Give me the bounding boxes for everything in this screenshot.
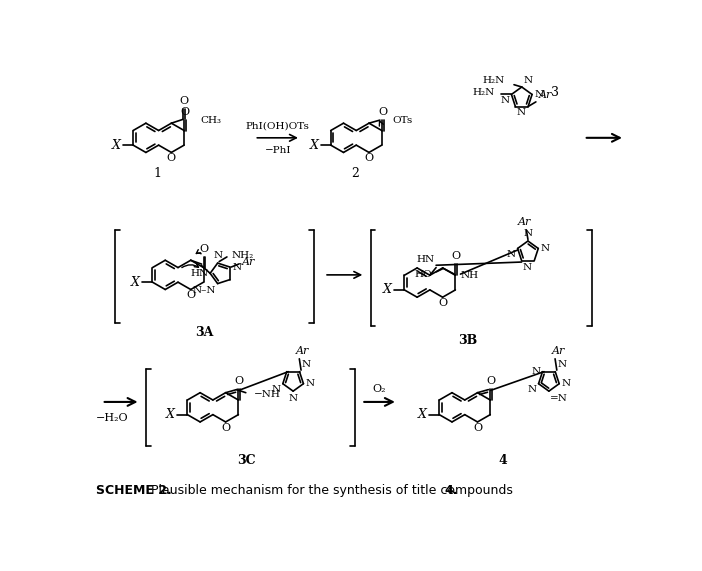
Text: X: X: [383, 283, 392, 296]
Text: O: O: [221, 423, 230, 433]
Text: N: N: [523, 76, 532, 85]
Text: CH₃: CH₃: [200, 115, 221, 124]
Text: N: N: [272, 385, 281, 394]
Text: 3C: 3C: [237, 453, 256, 467]
Text: Ar: Ar: [539, 90, 552, 100]
Text: N: N: [522, 263, 531, 272]
Text: N: N: [213, 251, 223, 260]
Text: O₂: O₂: [372, 384, 386, 394]
Text: N: N: [289, 394, 298, 403]
Text: NH: NH: [461, 271, 479, 280]
Text: O: O: [378, 107, 387, 116]
Text: O: O: [486, 376, 496, 386]
Text: −PhI: −PhI: [265, 146, 291, 155]
Text: NH₂: NH₂: [232, 251, 254, 260]
Text: HN: HN: [416, 255, 435, 264]
Text: 4.: 4.: [444, 484, 458, 497]
Text: Ar: Ar: [518, 217, 531, 227]
Text: Ar: Ar: [552, 345, 565, 356]
Text: Ar: Ar: [296, 345, 309, 356]
Text: O: O: [200, 244, 208, 254]
Text: Ar: Ar: [242, 258, 256, 267]
Text: O: O: [364, 153, 373, 163]
Text: O: O: [451, 251, 461, 262]
Text: PhI(OH)OTs: PhI(OH)OTs: [246, 121, 310, 130]
Text: O: O: [186, 290, 195, 300]
Text: N: N: [517, 108, 526, 117]
Text: O: O: [179, 96, 188, 106]
Text: =N: =N: [550, 394, 567, 403]
Text: N: N: [524, 229, 533, 238]
Text: 3B: 3B: [458, 334, 477, 347]
Text: −H₂O: −H₂O: [95, 413, 128, 423]
Text: OTs: OTs: [392, 116, 413, 126]
Text: HO: HO: [414, 270, 432, 279]
Text: X: X: [418, 408, 427, 421]
Text: H₂N: H₂N: [472, 89, 494, 98]
Text: N: N: [507, 250, 516, 259]
Text: N: N: [562, 379, 571, 388]
Text: X: X: [131, 276, 140, 289]
Text: N: N: [302, 360, 311, 369]
Text: O: O: [234, 376, 244, 386]
Text: −NH: −NH: [253, 390, 280, 399]
Text: N: N: [232, 263, 241, 271]
Text: N–N: N–N: [192, 286, 216, 295]
Text: 1: 1: [154, 167, 161, 180]
Text: N: N: [541, 244, 550, 253]
Text: O: O: [438, 298, 447, 308]
Text: X: X: [310, 139, 318, 152]
Text: X: X: [166, 408, 175, 421]
Text: N: N: [557, 360, 567, 369]
Text: O: O: [473, 423, 482, 433]
Text: Plausible mechanism for the synthesis of title compounds: Plausible mechanism for the synthesis of…: [152, 484, 513, 497]
Text: X: X: [112, 139, 121, 152]
Text: N: N: [306, 379, 315, 388]
Text: N: N: [531, 367, 540, 376]
Text: SCHEME 2.: SCHEME 2.: [95, 484, 171, 497]
Text: 4: 4: [498, 453, 507, 467]
Text: 3A: 3A: [195, 327, 213, 340]
Text: O: O: [167, 153, 176, 163]
Text: 2: 2: [351, 167, 359, 180]
Text: O: O: [180, 107, 190, 116]
Text: 3: 3: [552, 86, 559, 99]
Text: H₂N: H₂N: [482, 77, 505, 85]
Text: N: N: [534, 90, 543, 99]
Text: HN: HN: [190, 269, 208, 278]
Text: N: N: [527, 385, 536, 394]
Text: N: N: [501, 96, 510, 105]
